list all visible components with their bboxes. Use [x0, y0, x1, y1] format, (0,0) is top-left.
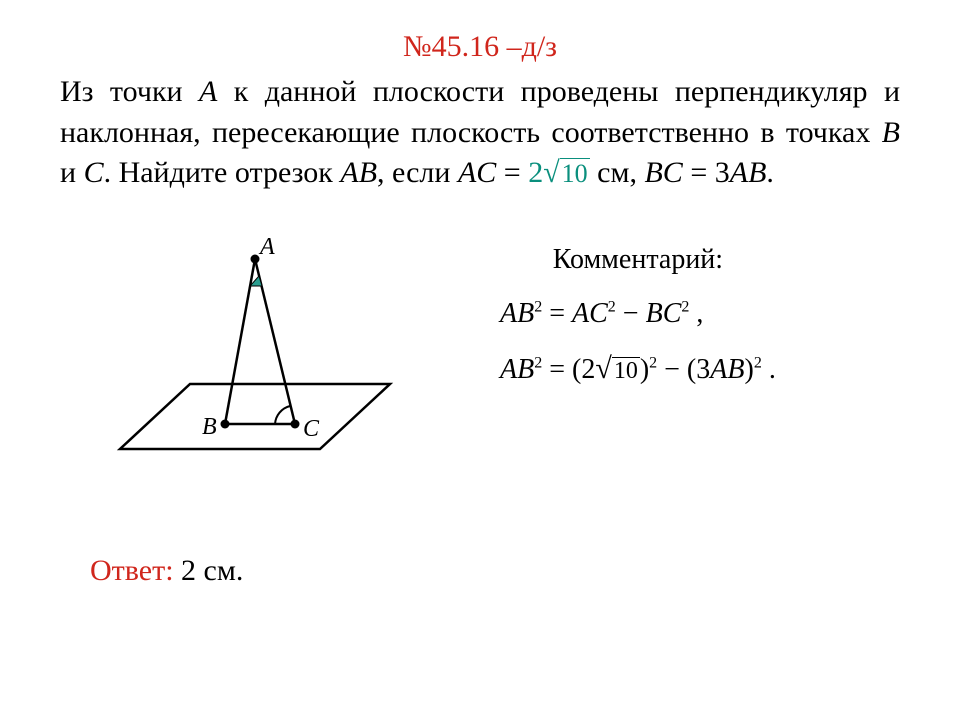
eq-sign: =: [549, 298, 572, 329]
text: .: [766, 156, 774, 189]
text: = 3: [683, 156, 730, 189]
minus: −: [623, 298, 646, 329]
point-b: B: [882, 116, 900, 149]
equation-1: AB2 = AC2 − BC2 ,: [500, 298, 776, 330]
eq2-lhs: AB: [500, 354, 534, 385]
text: см,: [590, 156, 645, 189]
text: . Найдите отрезок: [104, 156, 341, 189]
label-c: C: [303, 416, 320, 442]
sqrt-icon: √: [543, 156, 559, 189]
period: .: [762, 354, 776, 385]
segment-ab2: AB: [730, 156, 767, 189]
sup-2: 2: [608, 298, 616, 315]
eq1-lhs: AB: [500, 298, 534, 329]
text: =: [496, 156, 528, 189]
sup-2: 2: [754, 354, 762, 371]
problem-number: №45.16 –д/з: [60, 30, 900, 64]
eq2-t2: AB: [710, 354, 744, 385]
equation-2: AB2 = (2√10)2 − (3AB)2 .: [500, 352, 776, 386]
plane: [120, 384, 390, 449]
commentary-title: Комментарий:: [500, 244, 776, 276]
answer-row: Ответ: 2 см.: [90, 554, 900, 588]
ac-value: 2√10: [528, 153, 589, 194]
segment-ab: AB: [340, 156, 377, 189]
angle-arc-c: [275, 406, 290, 424]
close-paren: ): [744, 354, 753, 385]
text: , если: [377, 156, 458, 189]
eq-sign: = (: [549, 354, 581, 385]
comma: ,: [689, 298, 703, 329]
point-a: A: [199, 75, 217, 108]
answer-value: 2 см.: [181, 554, 243, 587]
ac-coeff: 2: [528, 156, 543, 189]
commentary-block: Комментарий: AB2 = AC2 − BC2 , AB2 = (2√…: [500, 244, 776, 386]
sup-2: 2: [534, 354, 542, 371]
text: и: [60, 156, 84, 189]
text: Из точки: [60, 75, 199, 108]
sup-2: 2: [649, 354, 657, 371]
answer-label: Ответ:: [90, 554, 181, 587]
eq1-t1: AC: [572, 298, 608, 329]
problem-text: Из точки A к данной плоскости проведены …: [60, 72, 900, 194]
diagram: A B C: [110, 234, 420, 474]
sqrt-icon: √: [595, 352, 611, 385]
label-a: A: [258, 234, 275, 260]
coeff: 2: [581, 354, 595, 385]
sup-2: 2: [534, 298, 542, 315]
ac-radicand: 10: [560, 158, 590, 188]
label-b: B: [202, 414, 217, 440]
close-paren: ): [640, 354, 649, 385]
radicand: 10: [612, 357, 640, 384]
point-c: C: [84, 156, 104, 189]
segment-ac: AC: [458, 156, 496, 189]
line-ab: [225, 259, 255, 424]
segment-bc: BC: [644, 156, 682, 189]
eq1-t2: BC: [646, 298, 682, 329]
minus: − (3: [664, 354, 710, 385]
